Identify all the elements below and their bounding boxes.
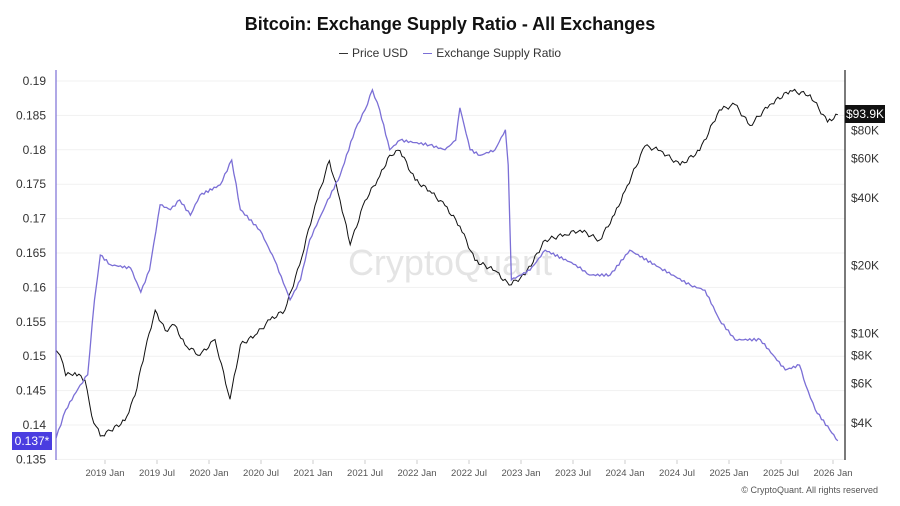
x-tick-label: 2022 Jan [397, 468, 436, 479]
x-tick-label: 2025 Jan [709, 468, 748, 479]
price-series-line [55, 88, 838, 437]
left-tick-label: 0.15 [23, 349, 47, 363]
left-tick-label: 0.16 [23, 280, 47, 294]
legend-label-price: Price USD [351, 46, 408, 61]
left-tick-label: 0.17 [23, 212, 47, 226]
legend-item-ratio[interactable]: Exchange Supply Ratio [423, 46, 561, 60]
x-tick-label: 2021 Jan [293, 468, 332, 479]
right-tick-label: $20K [851, 259, 879, 273]
right-tick-label: $8K [851, 348, 872, 362]
ratio-last-value: 0.137* [15, 434, 50, 448]
price-last-value: $93.9K [846, 107, 884, 121]
x-tick-label: 2025 Jul [763, 468, 799, 479]
ratio-series-line [55, 88, 839, 442]
legend-swatch-ratio [423, 52, 433, 54]
legend-swatch-price [338, 52, 348, 54]
right-tick-label: $80K [851, 123, 879, 137]
right-tick-label: $10K [851, 326, 879, 340]
x-tick-label: 2019 Jul [139, 468, 175, 479]
right-tick-label: $40K [851, 191, 879, 205]
x-tick-label: 2023 Jul [555, 468, 591, 479]
left-tick-label: 0.14 [23, 418, 47, 432]
ratio-last-value-badge [12, 432, 52, 450]
price-last-value-badge [845, 105, 885, 123]
right-tick-label: $60K [851, 151, 879, 165]
x-tick-label: 2019 Jan [85, 468, 124, 479]
left-tick-label: 0.165 [16, 246, 46, 260]
left-tick-label: 0.185 [16, 108, 46, 122]
x-tick-label: 2024 Jul [659, 468, 695, 479]
x-tick-label: 2022 Jul [451, 468, 487, 479]
left-tick-label: 0.18 [23, 143, 47, 157]
left-tick-label: 0.19 [23, 74, 47, 88]
right-tick-label: $4K [851, 416, 872, 430]
copyright: © CryptoQuant. All rights reserved [741, 485, 878, 495]
x-tick-label: 2020 Jul [243, 468, 279, 479]
left-tick-label: 0.145 [16, 384, 46, 398]
x-tick-label: 2020 Jan [189, 468, 228, 479]
x-tick-label: 2024 Jan [605, 468, 644, 479]
left-tick-label: 0.135 [16, 452, 46, 466]
left-tick-label: 0.155 [16, 315, 46, 329]
x-tick-label: 2026 Jan [813, 468, 852, 479]
legend: Price USD Exchange Supply Ratio [0, 43, 900, 60]
chart-title: Bitcoin: Exchange Supply Ratio - All Exc… [244, 14, 656, 34]
legend-label-ratio: Exchange Supply Ratio [436, 46, 562, 61]
left-tick-label: 0.175 [16, 177, 46, 191]
x-tick-label: 2023 Jan [501, 468, 540, 479]
legend-item-price[interactable]: Price USD [338, 46, 408, 61]
right-tick-label: $6K [851, 376, 872, 390]
x-tick-label: 2021 Jul [347, 468, 383, 479]
